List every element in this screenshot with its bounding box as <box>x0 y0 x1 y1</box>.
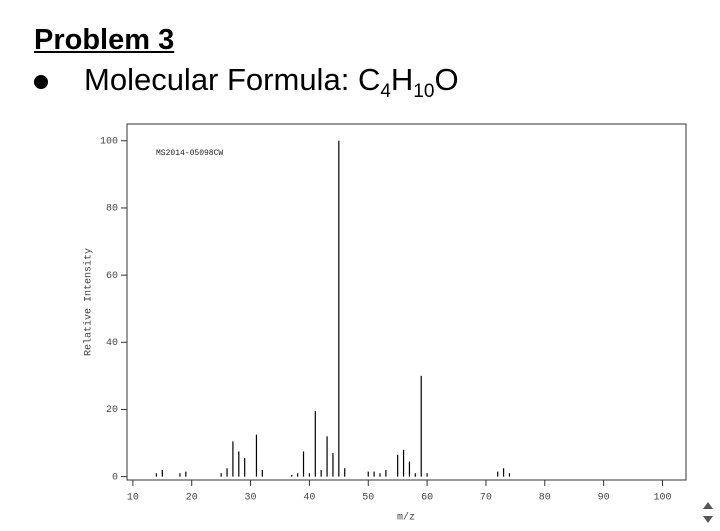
arrow-down[interactable] <box>703 516 713 523</box>
x-tick-label: 80 <box>539 493 551 504</box>
x-tick-label: 20 <box>186 493 198 504</box>
x-tick-label: 50 <box>362 493 374 504</box>
plot-frame <box>126 123 687 481</box>
x-tick-label: 60 <box>421 493 433 504</box>
y-tick-label: 80 <box>106 204 118 215</box>
y-tick-label: 100 <box>100 136 118 147</box>
y-tick-label: 60 <box>106 271 118 282</box>
y-tick-label: 20 <box>106 405 118 416</box>
bullet-dot <box>34 74 48 89</box>
y-tick-label: 40 <box>106 338 118 349</box>
title: Problem 3 <box>34 24 175 56</box>
y-axis-label: Relative Intensity <box>83 248 95 356</box>
formula-sub: 10 <box>413 81 435 103</box>
x-tick-label: 100 <box>653 493 671 504</box>
bullet: Molecular Formula: C4H10O <box>34 62 459 103</box>
x-tick-label: 40 <box>303 493 315 504</box>
formula-label: Molecular Formula: <box>84 62 350 97</box>
arrow-up[interactable] <box>703 502 713 509</box>
nav-arrows[interactable] <box>703 502 713 523</box>
x-axis-label: m/z <box>397 512 415 524</box>
formula-part: H <box>390 62 414 97</box>
y-tick-label: 0 <box>112 472 118 483</box>
x-tick-label: 10 <box>127 493 139 504</box>
formula-part: O <box>434 62 459 97</box>
formula-sub: 4 <box>380 81 391 103</box>
annotation: MS2014-05098CW <box>156 149 223 158</box>
x-tick-label: 90 <box>598 493 610 504</box>
x-tick-label: 30 <box>245 493 257 504</box>
formula-part: C <box>357 62 381 97</box>
x-tick-label: 70 <box>480 493 492 504</box>
